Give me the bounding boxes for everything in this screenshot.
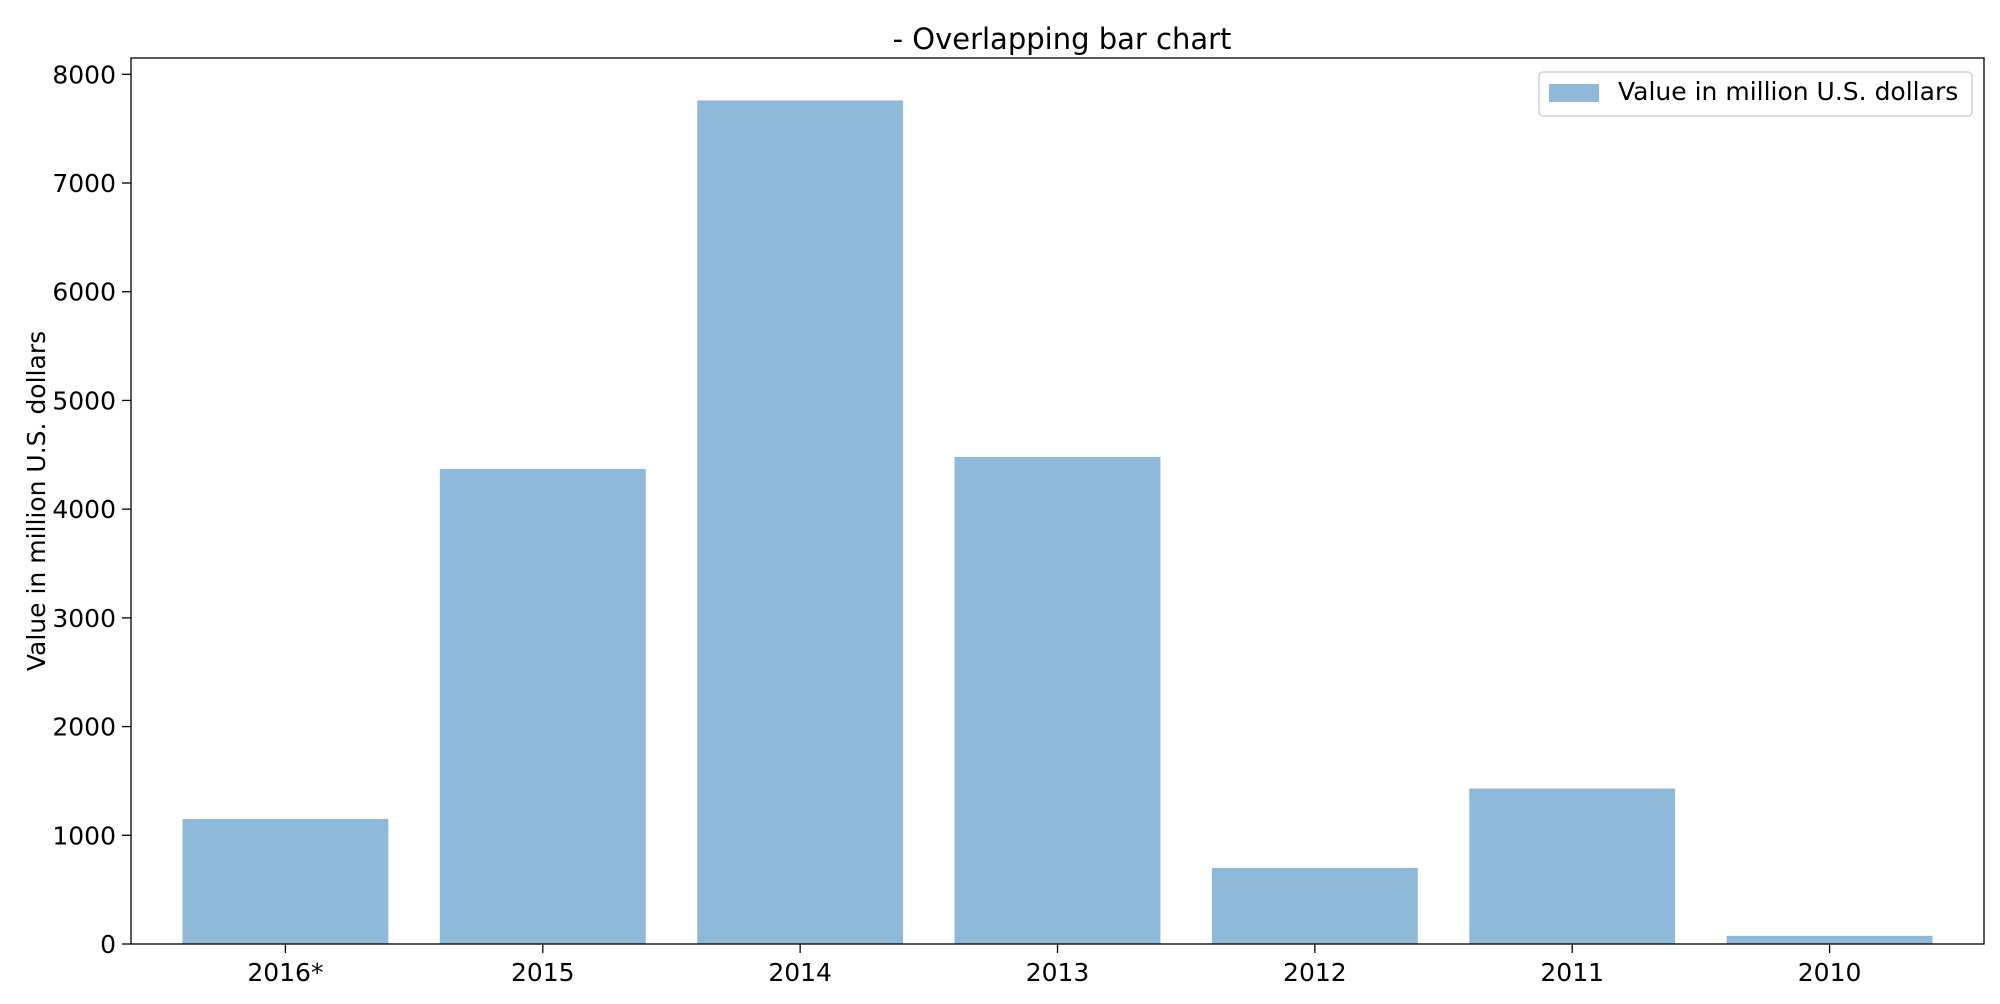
x-axis-ticks: 2016* 2015 2014 2013 2012 2011 2010 (247, 944, 1861, 987)
bars-group (182, 100, 1933, 944)
x-tick-label: 2013 (1026, 958, 1090, 987)
bar-2015 (439, 468, 646, 944)
x-tick-label: 2012 (1283, 958, 1347, 987)
bar-2016 (182, 818, 389, 944)
y-tick-label: 2000 (52, 713, 116, 742)
y-tick-label: 3000 (52, 604, 116, 633)
bar-2013 (954, 456, 1161, 944)
y-tick-label: 0 (100, 930, 116, 959)
plot-frame (130, 57, 1985, 945)
x-tick-label: 2015 (511, 958, 575, 987)
x-tick-label: 2011 (1540, 958, 1604, 987)
x-tick-label: 2014 (768, 958, 832, 987)
y-tick-label: 1000 (52, 821, 116, 850)
y-axis-ticks: 0 1000 2000 3000 4000 5000 6000 7000 8000 (52, 60, 131, 959)
legend-swatch (1549, 84, 1599, 102)
legend: Value in million U.S. dollars (1538, 71, 1973, 117)
bar-2014 (697, 100, 904, 944)
y-tick-label: 5000 (52, 386, 116, 415)
legend-box (1538, 71, 1973, 117)
x-tick-label: 2016* (247, 958, 323, 987)
y-tick-label: 4000 (52, 495, 116, 524)
chart-title: - Overlapping bar chart (893, 22, 1232, 56)
bar-2011 (1469, 788, 1676, 944)
bar-2010 (1726, 935, 1933, 944)
y-tick-label: 6000 (52, 278, 116, 307)
y-tick-label: 7000 (52, 169, 116, 198)
bar-2012 (1211, 867, 1418, 944)
y-axis-label: Value in million U.S. dollars (22, 331, 51, 671)
x-tick-label: 2010 (1798, 958, 1862, 987)
y-tick-label: 8000 (52, 60, 116, 89)
legend-label: Value in million U.S. dollars (1618, 77, 1958, 106)
